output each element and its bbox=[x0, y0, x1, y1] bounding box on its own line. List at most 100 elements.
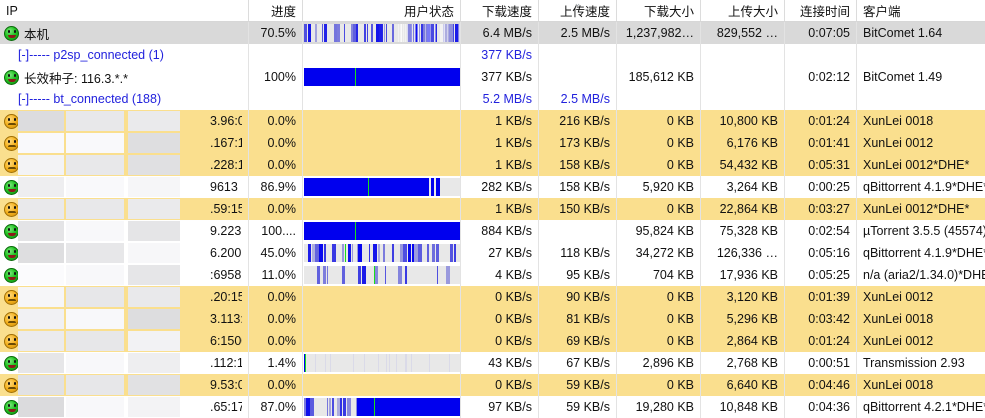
piece-block bbox=[424, 24, 426, 42]
cell-dspeed: 4 KB/s bbox=[460, 264, 538, 286]
piece-block bbox=[304, 68, 460, 86]
table-row[interactable]: 3.96:0 0.0% 1 KB/s 216 KB/s 0 KB 10,800 KB 0:0… bbox=[0, 110, 985, 132]
cell-status bbox=[302, 352, 460, 374]
cell-status bbox=[302, 242, 460, 264]
redacted-ip-block bbox=[18, 221, 64, 241]
redacted-ip-block bbox=[128, 133, 180, 153]
table-row[interactable]: :6958 11.0% 4 KB/s 95 KB/s 704 KB 17,936 KB 0:… bbox=[0, 264, 985, 286]
piece-block bbox=[316, 266, 320, 284]
column-header-ctime[interactable]: 连接时间 bbox=[784, 0, 856, 21]
cell-ctime: 0:03:27 bbox=[784, 198, 856, 220]
current-piece-marker bbox=[367, 178, 369, 196]
sad-face-icon bbox=[4, 311, 19, 327]
face-mouth bbox=[7, 78, 16, 82]
piece-block bbox=[414, 24, 418, 42]
face-eye bbox=[13, 139, 16, 143]
redacted-ip-block bbox=[128, 111, 180, 131]
redacted-ip-block bbox=[128, 397, 180, 417]
column-header-status[interactable]: 用户状态 bbox=[302, 0, 460, 21]
piece-block bbox=[411, 24, 412, 42]
piece-block bbox=[333, 24, 338, 42]
current-piece-marker bbox=[355, 68, 357, 86]
table-row[interactable]: [-]----- bt_connected (188) 5.2 MB/s 2.5 M… bbox=[0, 88, 985, 110]
piece-block bbox=[357, 398, 460, 416]
peer-piece-map bbox=[304, 24, 460, 42]
face-eye bbox=[7, 161, 10, 165]
column-header-client[interactable]: 客户端 bbox=[856, 0, 985, 21]
piece-block bbox=[322, 24, 324, 42]
cell-uspeed: 118 KB/s bbox=[538, 242, 616, 264]
piece-block bbox=[356, 24, 359, 42]
piece-block bbox=[319, 244, 323, 262]
redacted-ip-block bbox=[66, 199, 124, 219]
cell-dsize: 1,237,982… bbox=[616, 22, 700, 44]
table-row[interactable]: 3.113:0 0.0% 0 KB/s81 KB/s0 KB5,296 KB0:03… bbox=[0, 308, 985, 330]
column-header-usize[interactable]: 上传大小 bbox=[700, 0, 784, 21]
current-piece-marker bbox=[355, 222, 357, 240]
cell-client-name: qBittorrent 4.2.1*DHE* bbox=[856, 396, 985, 418]
face-mouth bbox=[7, 254, 16, 258]
piece-block bbox=[405, 354, 406, 372]
table-row[interactable]: .20:15000 0.0% 0 KB/s90 KB/s0 KB3,120 KB0:… bbox=[0, 286, 985, 308]
table-row[interactable]: 本机 70.5% 6.4 MB/s 2.5 MB/s 1,237,982… 829,552… bbox=[0, 22, 985, 44]
face-eye bbox=[13, 117, 16, 121]
cell-dspeed: 0 KB/s bbox=[460, 286, 538, 308]
ip-address-label: .59:15000 bbox=[210, 202, 242, 216]
cell-status bbox=[302, 132, 460, 154]
face-eye bbox=[13, 315, 16, 319]
cell-status bbox=[302, 198, 460, 220]
piece-block bbox=[403, 24, 404, 42]
column-header-uspeed[interactable]: ⌄ 上传速度 bbox=[538, 0, 616, 21]
piece-block bbox=[323, 24, 328, 42]
table-row[interactable]: .65:1712 87.0% 97 KB/s59 KB/s19,280 KB10,8… bbox=[0, 396, 985, 418]
piece-block bbox=[454, 24, 458, 42]
cell-ctime: 0:00:25 bbox=[784, 176, 856, 198]
ip-address-label: .112:13755 bbox=[210, 356, 242, 370]
column-header-dspeed[interactable]: 下载速度 bbox=[460, 0, 538, 21]
cell-dsize: 185,612 KB bbox=[616, 66, 700, 88]
face-mouth bbox=[7, 167, 16, 169]
ip-address-label: .228:15000 bbox=[210, 158, 242, 172]
redacted-ip-block bbox=[66, 397, 124, 417]
column-header-label: 客户端 bbox=[863, 5, 901, 19]
column-header-ip[interactable]: IP bbox=[0, 0, 248, 21]
piece-block bbox=[391, 24, 394, 42]
table-row[interactable]: 长效种子: 116.3.*.* 100% 377 KB/s 185,612 KB 0:0… bbox=[0, 66, 985, 88]
table-row[interactable]: [-]----- p2sp_connected (1) 377 KB/s bbox=[0, 44, 985, 66]
piece-block bbox=[379, 24, 382, 42]
piece-block bbox=[329, 398, 331, 416]
piece-block bbox=[311, 244, 315, 262]
table-row[interactable]: 9.53:0 0.0% 0 KB/s 59 KB/s 0 KB 6,640 KB 0:04:… bbox=[0, 374, 985, 396]
cell-progress-percent: 0.0% bbox=[248, 132, 302, 154]
cell-ip: .59:15000 bbox=[0, 198, 248, 220]
cell-progress-percent: 0.0% bbox=[248, 308, 302, 330]
table-row[interactable]: 6:15000 0.0% 0 KB/s69 KB/s0 KB2,864 KB0:01… bbox=[0, 330, 985, 352]
cell-ctime: 0:01:24 bbox=[784, 110, 856, 132]
piece-block bbox=[449, 24, 453, 42]
piece-block bbox=[381, 24, 384, 42]
table-header-row[interactable]: IP 进度 用户状态 下载速度 ⌄ 上传速度 下载大小 上传大小 连接时间 客户端 bbox=[0, 0, 985, 22]
table-row[interactable]: 9613 86.9% 282 KB/s 158 KB/s 5,920 KB 3,264 K… bbox=[0, 176, 985, 198]
cell-uspeed: 158 KB/s bbox=[538, 176, 616, 198]
cell-ip: 9.223:9246 bbox=[0, 220, 248, 242]
column-header-prog[interactable]: 进度 bbox=[248, 0, 302, 21]
redacted-ip-block bbox=[66, 243, 124, 263]
face-mouth bbox=[7, 408, 16, 412]
table-row[interactable]: 9.223:9246 100.... 884 KB/s 95,824 KB75,328… bbox=[0, 220, 985, 242]
cell-dsize: 19,280 KB bbox=[616, 396, 700, 418]
column-header-dsize[interactable]: 下载大小 bbox=[616, 0, 700, 21]
redacted-ip-block bbox=[128, 177, 180, 197]
redacted-ip-block bbox=[18, 155, 64, 175]
cell-ip: 3.96:0 bbox=[0, 110, 248, 132]
cell-uspeed: 69 KB/s bbox=[538, 330, 616, 352]
piece-block bbox=[389, 354, 391, 372]
table-row[interactable]: .112:13755 1.4% 43 KB/s67 KB/s2,896 KB2,76… bbox=[0, 352, 985, 374]
cell-dsize: 5,920 KB bbox=[616, 176, 700, 198]
redacted-ip-block bbox=[128, 155, 180, 175]
cell-ctime: 0:03:42 bbox=[784, 308, 856, 330]
